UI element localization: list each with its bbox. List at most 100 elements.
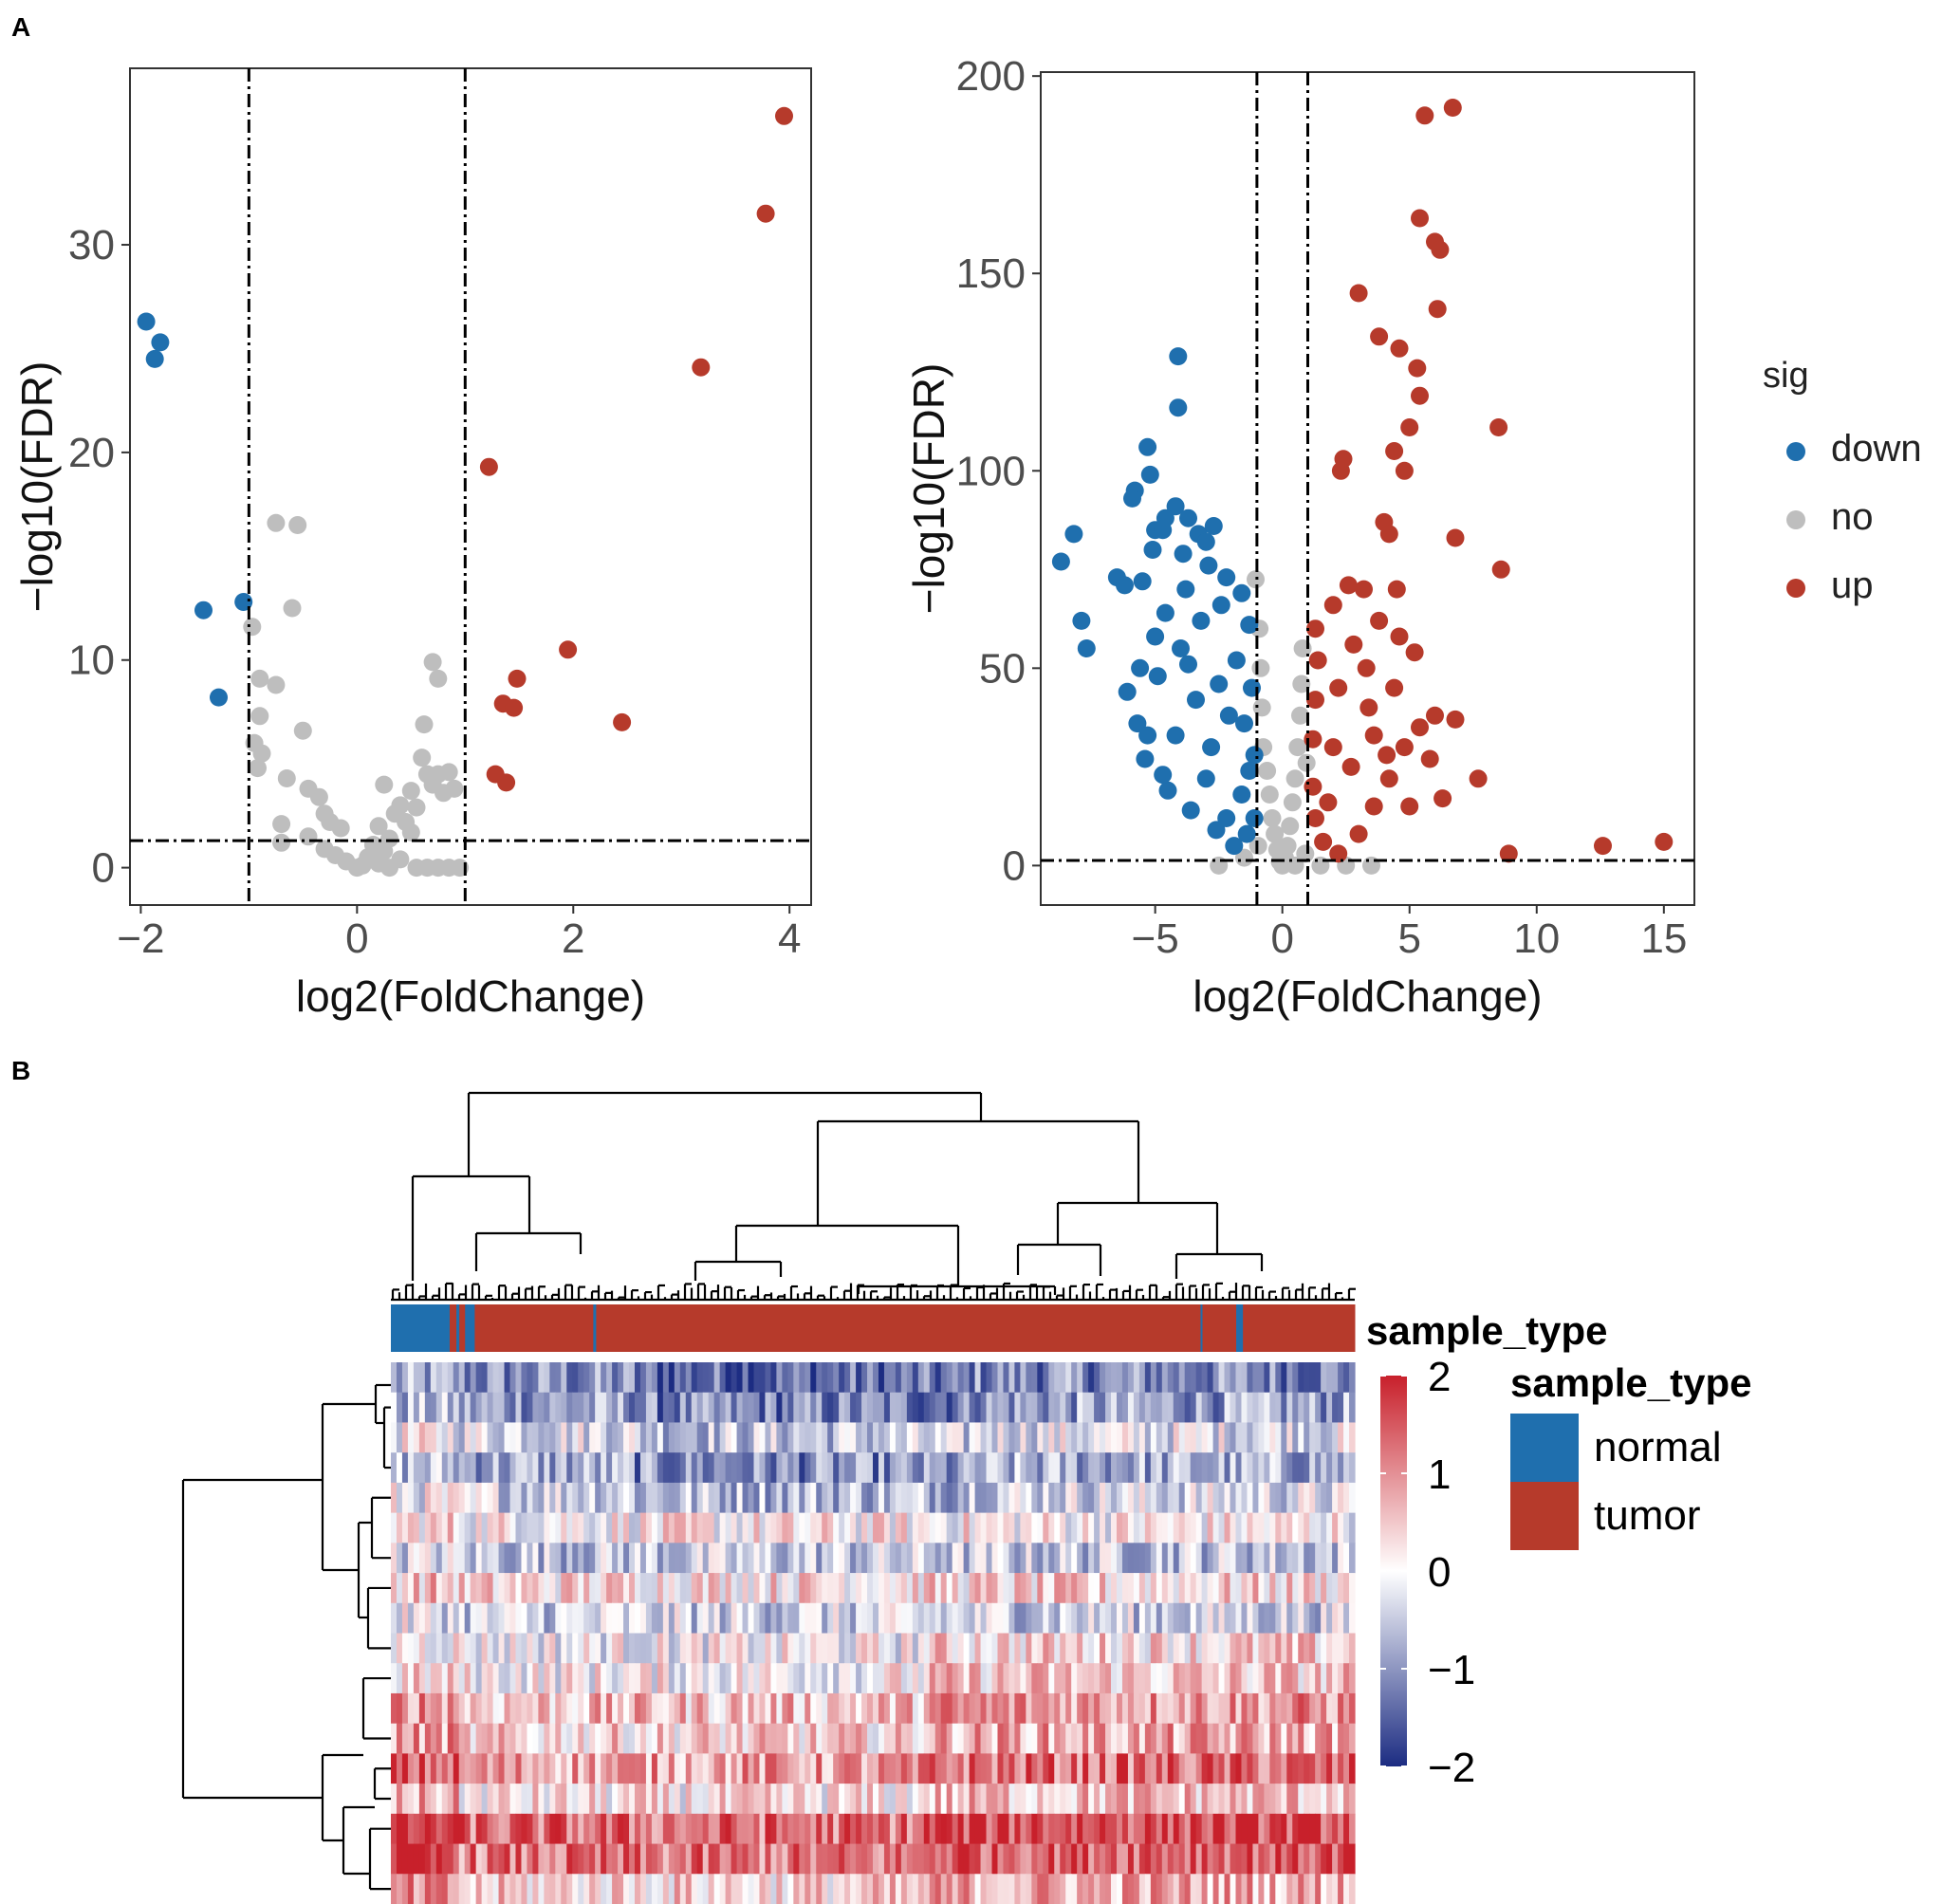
heatmap-cell (799, 1392, 805, 1424)
heatmap-cell (816, 1362, 823, 1394)
heatmap-cell (810, 1843, 817, 1875)
heatmap-cell (487, 1843, 494, 1875)
heatmap-cell (696, 1482, 704, 1514)
heatmap-cell (606, 1813, 613, 1845)
heatmap-cell (589, 1784, 596, 1815)
heatmap-cell (561, 1874, 567, 1904)
heatmap-cell (538, 1784, 545, 1815)
heatmap-cell (1031, 1813, 1038, 1845)
heatmap-cell (1071, 1422, 1078, 1453)
annotation-segment-tumor (474, 1304, 594, 1352)
heatmap-cell (810, 1512, 817, 1544)
heatmap-cell (538, 1392, 545, 1424)
heatmap-cell (1003, 1692, 1010, 1725)
heatmap-cell (883, 1422, 891, 1453)
heatmap-cell (1133, 1663, 1140, 1694)
heatmap-cell (1275, 1692, 1282, 1725)
heatmap-cell (844, 1422, 851, 1453)
heatmap-cell (561, 1813, 567, 1845)
heatmap-cell (1043, 1573, 1049, 1604)
heatmap-cell (435, 1874, 443, 1904)
heatmap-cell (1292, 1663, 1299, 1694)
heatmap-cell (952, 1362, 959, 1394)
heatmap-cell (1008, 1452, 1016, 1484)
heatmap-cell (1184, 1422, 1192, 1453)
heatmap-cell (583, 1452, 590, 1484)
heatmap-cell (1054, 1633, 1061, 1664)
heatmap-cell (561, 1633, 567, 1664)
heatmap-cell (487, 1723, 494, 1754)
heatmap-cell (1258, 1723, 1265, 1754)
heatmap-cell (1082, 1482, 1089, 1514)
heatmap-cell (963, 1543, 971, 1574)
heatmap-cell (1269, 1392, 1276, 1424)
sig-legend-title: sig (1763, 356, 1809, 396)
point-down (1245, 746, 1264, 765)
heatmap-cell (867, 1543, 874, 1574)
heatmap-cell (782, 1692, 788, 1725)
heatmap-cell (504, 1602, 511, 1635)
heatmap-cell (1195, 1573, 1203, 1604)
heatmap-cell (1048, 1422, 1055, 1453)
heatmap-cell (1298, 1362, 1304, 1394)
heatmap-cell (770, 1663, 777, 1694)
heatmap-cell (572, 1543, 579, 1574)
heatmap-cell (561, 1663, 567, 1694)
heatmap-cell (1304, 1633, 1310, 1664)
heatmap-cell (917, 1843, 925, 1875)
heatmap-cell (566, 1663, 573, 1694)
heatmap-cell (464, 1784, 472, 1815)
heatmap-cell (906, 1753, 914, 1784)
heatmap-cell (413, 1753, 420, 1784)
heatmap-cell (657, 1692, 664, 1725)
heatmap-cell (946, 1422, 953, 1453)
heatmap-cell (1077, 1422, 1083, 1453)
heatmap-cell (719, 1633, 727, 1664)
heatmap-cell (662, 1573, 670, 1604)
heatmap-cell (662, 1422, 670, 1453)
heatmap-cell (1111, 1573, 1118, 1604)
heatmap-cell (509, 1452, 517, 1484)
heatmap-cell (441, 1543, 449, 1574)
heatmap-cell (396, 1422, 403, 1453)
heatmap-cell (578, 1602, 584, 1635)
heatmap-cell (1150, 1392, 1157, 1424)
heatmap-cell (1138, 1784, 1146, 1815)
heatmap-cell (1082, 1753, 1089, 1784)
heatmap-cell (1065, 1392, 1072, 1424)
heatmap-cell (515, 1813, 523, 1845)
heatmap-cell (487, 1753, 494, 1784)
heatmap-cell (1338, 1362, 1344, 1394)
annotation-segment-normal (1200, 1304, 1203, 1352)
heatmap-cell (844, 1784, 851, 1815)
heatmap-cell (816, 1512, 823, 1544)
heatmap-cell (917, 1813, 925, 1845)
heatmap-cell (521, 1663, 528, 1694)
point-no (293, 721, 312, 740)
heatmap-cell (430, 1392, 437, 1424)
heatmap-cell (1065, 1512, 1072, 1544)
heatmap-cell (430, 1543, 437, 1574)
heatmap-cell (618, 1663, 624, 1694)
heatmap-cell (618, 1543, 624, 1574)
heatmap-cell (538, 1422, 545, 1453)
heatmap-cell (923, 1482, 931, 1514)
heatmap-cell (805, 1723, 811, 1754)
heatmap-cell (1269, 1482, 1276, 1514)
heatmap-cell (991, 1633, 999, 1664)
heatmap-cell (759, 1692, 767, 1725)
heatmap-cell (1195, 1422, 1203, 1453)
heatmap-cell (873, 1452, 879, 1484)
heatmap-cell (657, 1573, 664, 1604)
heatmap-cell (453, 1362, 460, 1394)
heatmap-cell (952, 1723, 959, 1754)
heatmap-cell (601, 1543, 607, 1574)
heatmap-cell (850, 1723, 857, 1754)
heatmap-cell (470, 1874, 477, 1904)
heatmap-cell (566, 1573, 573, 1604)
heatmap-cell (538, 1602, 545, 1635)
point-down (1140, 465, 1159, 484)
heatmap-cell (963, 1512, 971, 1544)
heatmap-cell (504, 1392, 511, 1424)
heatmap-cell (736, 1573, 744, 1604)
